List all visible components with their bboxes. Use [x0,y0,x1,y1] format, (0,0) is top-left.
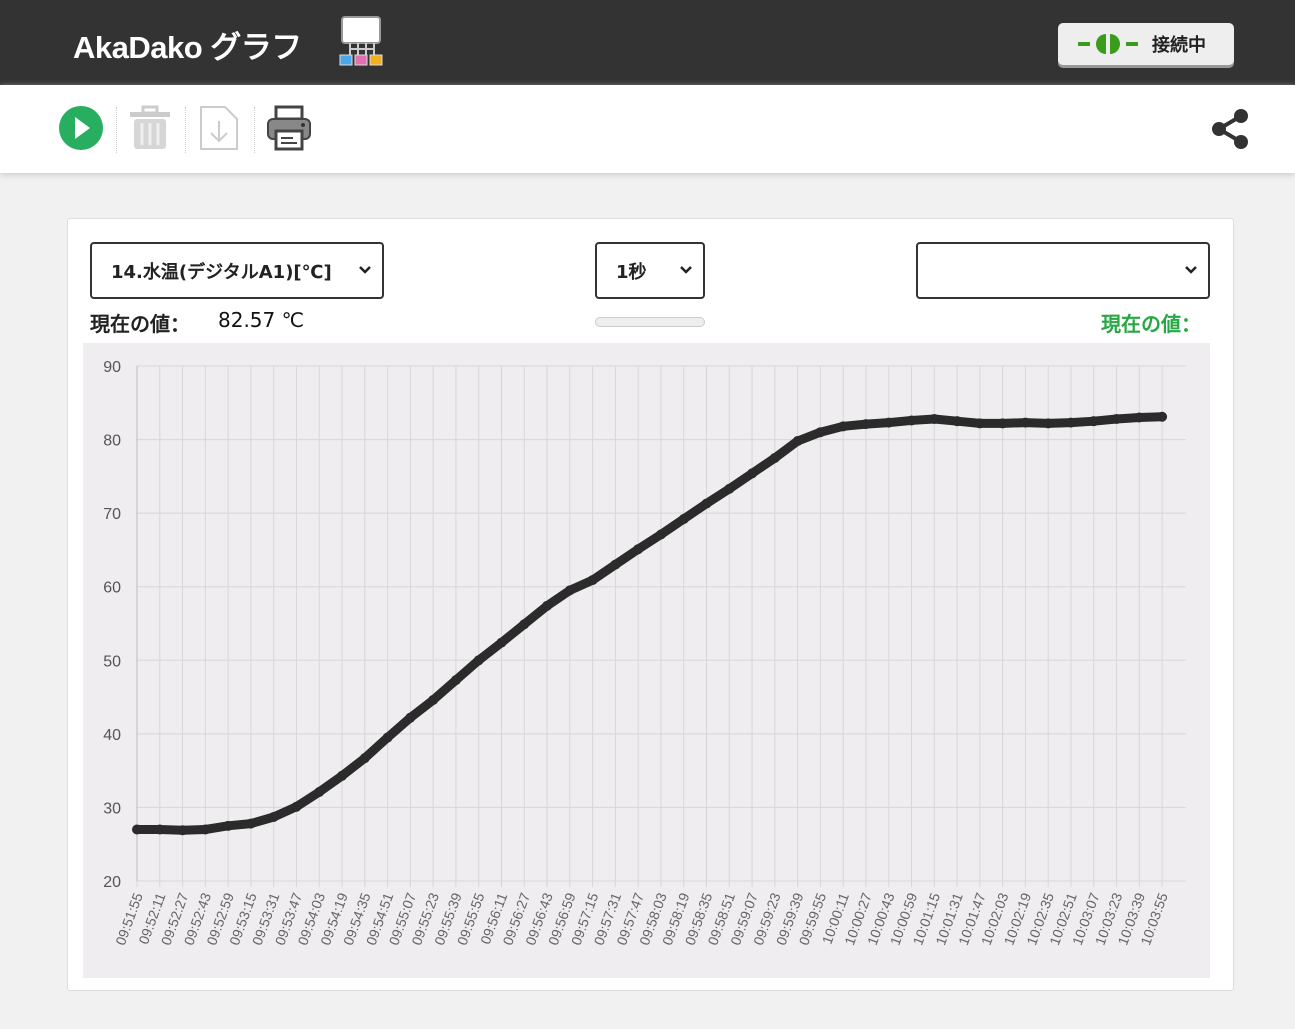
chevron-down-icon [1185,266,1197,274]
chevron-down-icon [359,266,371,274]
data-point [473,655,484,666]
data-point [815,427,826,438]
data-point [929,413,940,424]
y-tick-label: 40 [103,727,121,744]
y-tick-label: 50 [103,653,121,670]
data-point [519,619,530,630]
data-point [860,419,871,430]
data-point [359,753,370,764]
data-point [724,483,735,494]
data-point [1111,413,1122,424]
data-point [769,452,780,463]
connection-status-button[interactable]: 接続中 [1058,23,1234,65]
data-point [564,585,575,596]
data-point [701,498,712,509]
app-header: AkaDako グラフ 接続中 [0,0,1295,85]
data-point [997,418,1008,429]
data-point [450,675,461,686]
data-point [633,544,644,555]
data-point [268,811,279,822]
data-line [132,412,1167,835]
data-point [655,529,666,540]
second-sensor-select[interactable] [916,242,1210,299]
data-point [132,824,142,835]
data-point [223,820,234,831]
data-point [952,416,963,427]
app-title: AkaDako グラフ [73,30,302,65]
data-point [496,637,507,648]
y-tick-label: 30 [103,800,121,817]
toolbar [0,85,1295,173]
data-point [428,695,439,706]
second-current-value-label: 現在の値： [1101,314,1201,336]
chevron-down-icon [680,266,692,274]
plug-icon [1078,34,1138,54]
y-tick-label: 90 [103,359,121,376]
current-value: 82.57 ℃ [218,308,305,332]
data-point [382,732,393,743]
print-icon[interactable] [266,105,312,151]
data-point [245,818,256,829]
sensor-select-value: 14.水温(デジタルA1)[℃] [111,261,332,283]
data-point [1157,411,1168,422]
logo-icon [339,16,383,66]
interval-select[interactable]: 1秒 [595,242,705,299]
data-point [177,825,188,836]
data-point [405,712,416,723]
connection-label: 接続中 [1152,35,1206,56]
data-point [792,436,803,447]
data-point [838,421,849,432]
play-icon[interactable] [58,105,104,151]
interval-select-value: 1秒 [616,261,647,283]
data-point [154,824,165,835]
trash-icon[interactable] [128,105,172,151]
data-point [200,824,211,835]
data-point [883,417,894,428]
data-point [747,468,758,479]
y-tick-label: 60 [103,580,121,597]
y-tick-label: 70 [103,506,121,523]
progress-bar [595,317,705,327]
share-icon[interactable] [1211,108,1251,150]
data-point [1134,412,1145,423]
data-point [678,514,689,525]
current-value-label: 現在の値： [90,314,190,336]
data-point [291,801,302,812]
data-point [542,600,553,611]
data-point [1043,418,1054,429]
data-point [314,786,325,797]
data-point [337,770,348,781]
data-point [1088,416,1099,427]
data-point [974,418,985,429]
y-tick-label: 20 [103,874,121,891]
data-point [906,415,917,426]
sensor-select[interactable]: 14.水温(デジタルA1)[℃] [90,242,384,299]
data-point [1020,417,1031,428]
y-tick-label: 80 [103,433,121,450]
data-point [1065,417,1076,428]
data-point [587,575,598,586]
download-icon[interactable] [199,105,239,151]
data-point [610,559,621,570]
